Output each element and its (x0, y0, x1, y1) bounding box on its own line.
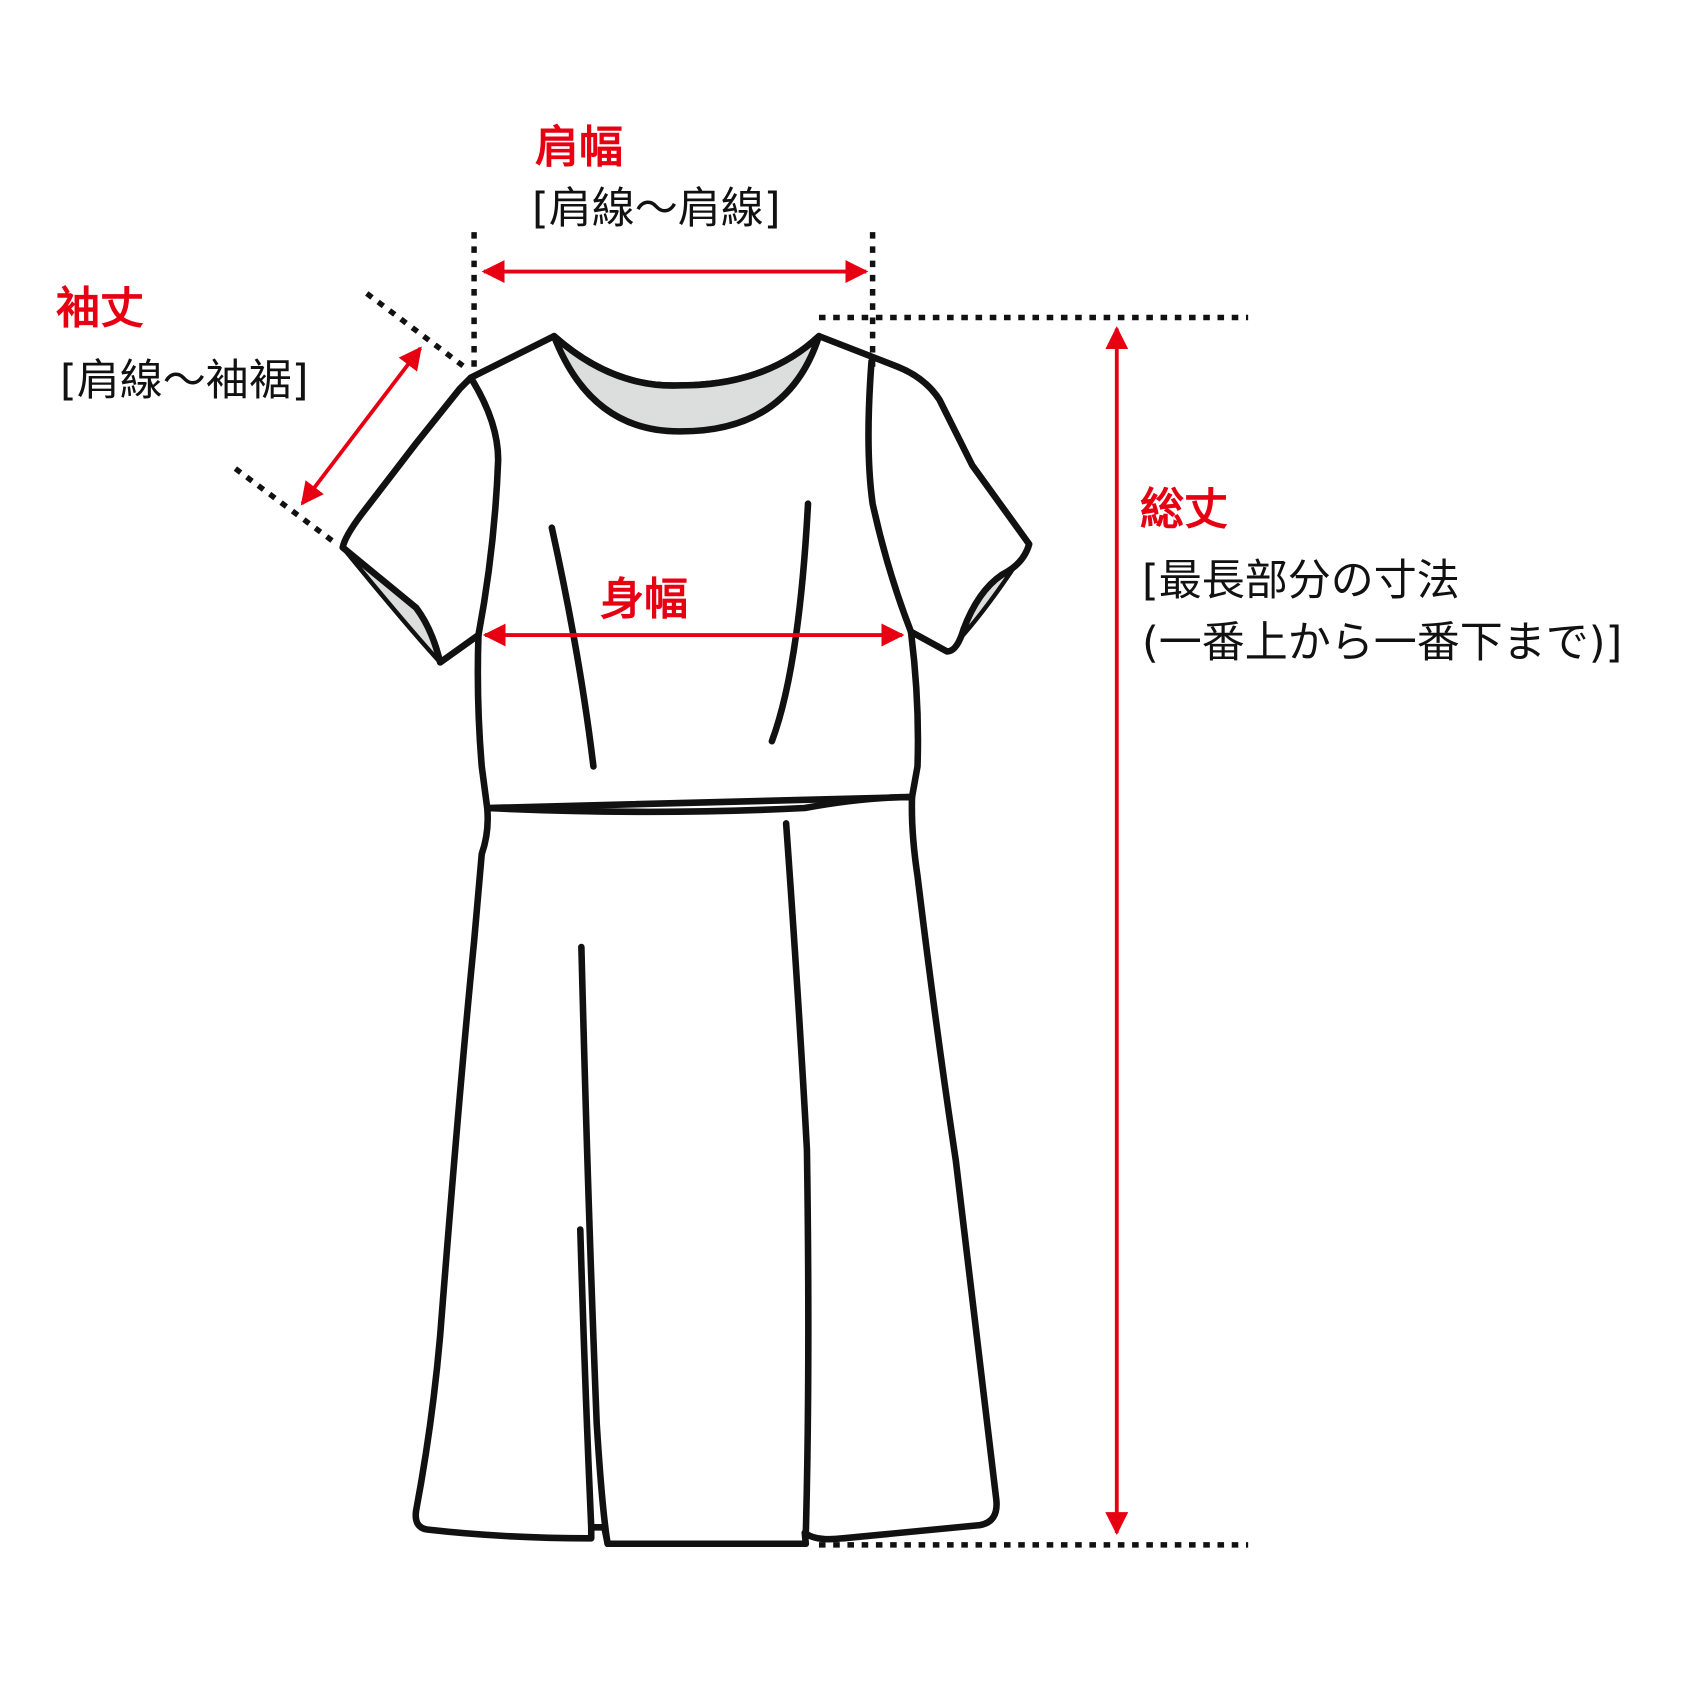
skirt-panel-seam-left (578, 943, 611, 1548)
total-length-note-line2: (一番上から一番下まで)] (1142, 618, 1623, 668)
skirt-slit (576, 1226, 595, 1531)
right-armhole-seam (865, 358, 915, 636)
shoulder-width-note: [肩線〜肩線] (532, 184, 781, 234)
left-dart (548, 524, 597, 770)
left-armhole-seam (467, 374, 502, 639)
skirt-panel-seam-right (782, 820, 812, 1537)
shoulder-width-title: 肩幅 (535, 122, 623, 173)
sleeve-length-arrow (300, 346, 422, 506)
sleeve-top-guide (365, 291, 471, 373)
skirt (412, 793, 1000, 1548)
total-length-note-line1: [最長部分の寸法 (1142, 556, 1460, 606)
sleeve-bottom-guide (233, 466, 336, 545)
total-length-title: 総丈 (1140, 484, 1228, 535)
sleeve-length-note: [肩線〜袖裾] (60, 356, 309, 406)
neckline (550, 332, 823, 435)
guide-lines (233, 232, 1249, 1548)
sleeve-length-title: 袖丈 (56, 283, 144, 334)
body-width-title: 身幅 (600, 574, 688, 625)
